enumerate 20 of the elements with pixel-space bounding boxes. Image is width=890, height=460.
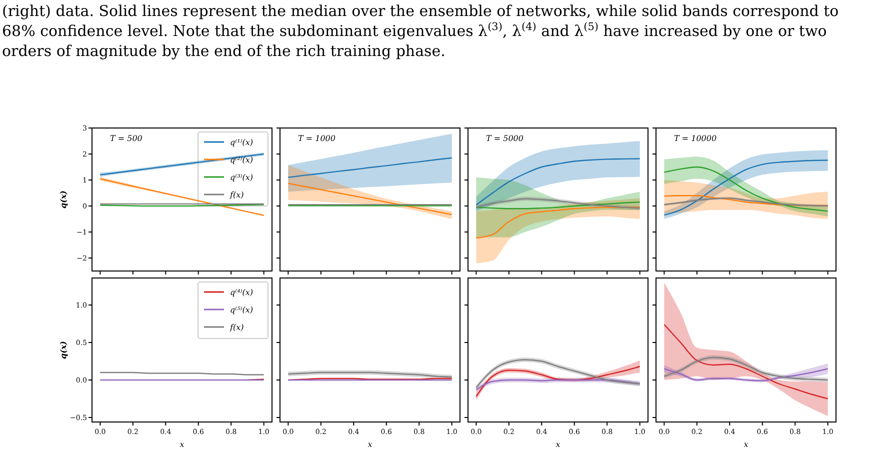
- legend-label: f(x): [229, 323, 244, 332]
- y-axis-title: q(x): [58, 190, 68, 208]
- text: (right) data. Solid lines represent the median over the ensemble of networks, while solid bands correspond to: [2, 2, 839, 20]
- text: 68% confidence level. Note that the subdominant eigenvalues λ$^{(3)}$, λ$^{(4)}$ and λ$^{(5)}$ have increased by one or two: [2, 21, 827, 40]
- legend-label: q⁽³⁾(x): [230, 173, 254, 182]
- x-axis-title: x: [744, 440, 749, 449]
- text: T = 10000: [674, 134, 717, 143]
- x-axis-title: x: [180, 440, 185, 449]
- text: T = 5000: [486, 134, 524, 143]
- text: T = 500: [110, 134, 142, 143]
- legend-label: q⁽¹⁾(x): [230, 138, 254, 147]
- legend-label: q⁽⁵⁾(x): [230, 306, 254, 314]
- legend-label: f(x): [229, 190, 244, 200]
- x-axis-title: x: [368, 440, 373, 449]
- y-axis-title: q(x): [58, 340, 68, 359]
- legend-label: q⁽⁴⁾(x): [230, 288, 254, 297]
- legend-label: q⁽²⁾(x): [230, 156, 254, 164]
- text: orders of magnitude by the end of the rich training phase.: [2, 42, 446, 60]
- x-axis-title: x: [556, 440, 561, 449]
- text: T = 1000: [298, 134, 336, 143]
